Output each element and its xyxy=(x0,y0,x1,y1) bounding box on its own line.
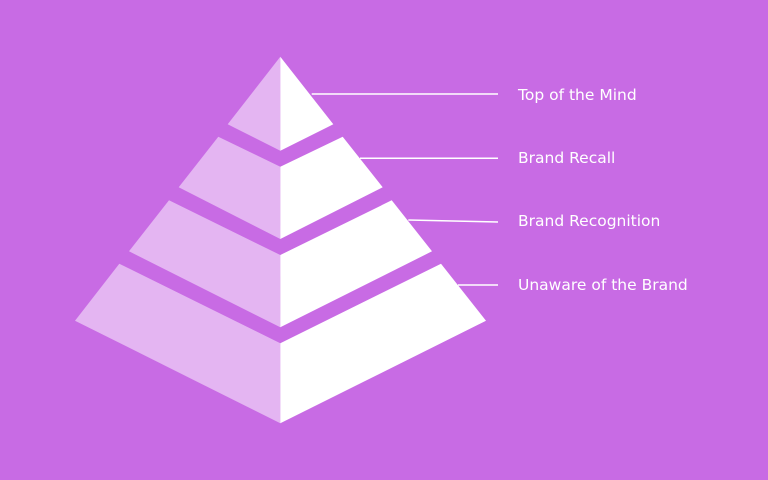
pyramid-tier-unaware xyxy=(75,263,486,424)
pyramid-tier-top-of-the-mind xyxy=(227,56,334,151)
connector-line-3 xyxy=(408,219,499,223)
tier-3-left-face xyxy=(129,200,281,328)
tier-4-right-face xyxy=(280,263,486,424)
label-brand-recognition: Brand Recognition xyxy=(518,212,661,230)
label-brand-recall: Brand Recall xyxy=(518,149,616,167)
label-top-of-the-mind: Top of the Mind xyxy=(518,86,637,104)
tier-1-right-face xyxy=(280,56,334,151)
label-unaware-of-the-brand: Unaware of the Brand xyxy=(518,276,688,294)
tier-1-left-face xyxy=(227,56,281,151)
tier-2-left-face xyxy=(178,136,281,239)
tier-4-left-face xyxy=(75,263,281,424)
tier-2-right-face xyxy=(280,136,383,239)
pyramid-tier-brand-recall xyxy=(178,136,383,239)
pyramid-tier-brand-recognition xyxy=(129,200,432,328)
tier-3-right-face xyxy=(280,200,432,328)
